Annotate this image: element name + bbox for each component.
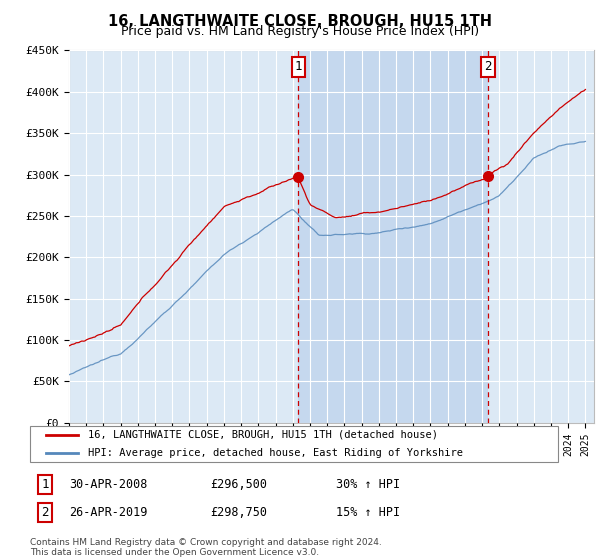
FancyBboxPatch shape: [30, 426, 558, 462]
Text: £296,500: £296,500: [210, 478, 267, 491]
Text: Contains HM Land Registry data © Crown copyright and database right 2024.
This d: Contains HM Land Registry data © Crown c…: [30, 538, 382, 557]
Text: 16, LANGTHWAITE CLOSE, BROUGH, HU15 1TH: 16, LANGTHWAITE CLOSE, BROUGH, HU15 1TH: [108, 14, 492, 29]
Text: Price paid vs. HM Land Registry's House Price Index (HPI): Price paid vs. HM Land Registry's House …: [121, 25, 479, 38]
Text: £298,750: £298,750: [210, 506, 267, 519]
Text: 30-APR-2008: 30-APR-2008: [69, 478, 148, 491]
Text: 2: 2: [41, 506, 49, 519]
Text: 15% ↑ HPI: 15% ↑ HPI: [336, 506, 400, 519]
Text: 2: 2: [484, 60, 491, 73]
Bar: [298, 50, 488, 423]
Text: 30% ↑ HPI: 30% ↑ HPI: [336, 478, 400, 491]
Text: 16, LANGTHWAITE CLOSE, BROUGH, HU15 1TH (detached house): 16, LANGTHWAITE CLOSE, BROUGH, HU15 1TH …: [88, 430, 438, 440]
Text: 1: 1: [41, 478, 49, 491]
Text: 1: 1: [295, 60, 302, 73]
Text: 26-APR-2019: 26-APR-2019: [69, 506, 148, 519]
Text: HPI: Average price, detached house, East Riding of Yorkshire: HPI: Average price, detached house, East…: [88, 448, 463, 458]
